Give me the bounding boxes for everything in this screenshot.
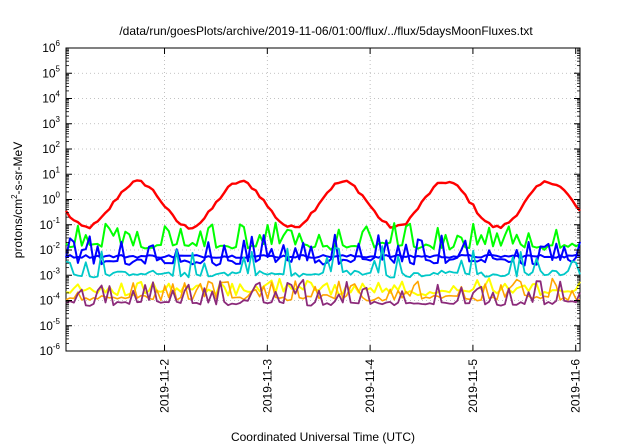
y-tick-label-exp: 0 <box>56 191 61 200</box>
series-line-purple-7 <box>65 278 581 307</box>
x-axis-ticks: 2019-11-2 2019-11-3 2019-11-4 2019-11-5 2019… <box>158 48 583 413</box>
y-axis-label: protons/cm2-s-sr-MeV <box>10 142 25 258</box>
y-tick-label: 102 <box>42 140 60 156</box>
y-axis-ticks: 10-610-510-410-310-210-11001011021031041… <box>40 39 580 358</box>
y-tick-label-exp: -6 <box>53 342 61 351</box>
y-tick-label-base: 10 <box>42 167 56 181</box>
series-line-blue-3 <box>65 253 581 259</box>
y-tick-label-exp: 1 <box>56 165 61 174</box>
y-tick-label-base: 10 <box>40 243 54 257</box>
y-tick-label-base: 10 <box>40 319 54 333</box>
y-tick-label-base: 10 <box>42 117 56 131</box>
y-tick-label-base: 10 <box>40 268 54 282</box>
y-tick-label: 105 <box>42 64 60 80</box>
chart-title: /data/run/goesPlots/archive/2019-11-06/0… <box>119 24 533 38</box>
x-axis-label: Coordinated Universal Time (UTC) <box>231 430 415 444</box>
y-tick-label: 104 <box>42 90 60 106</box>
series-layer <box>64 179 581 307</box>
y-tick-label-base: 10 <box>42 41 56 55</box>
y-tick-label-exp: -3 <box>53 266 61 275</box>
y-tick-label: 10-3 <box>40 266 61 282</box>
y-tick-label: 10-2 <box>40 241 61 257</box>
y-tick-label-base: 10 <box>42 193 56 207</box>
y-tick-label-exp: -2 <box>53 241 61 250</box>
y-tick-label: 101 <box>42 165 60 181</box>
y-tick-label-base: 10 <box>40 294 54 308</box>
y-tick-label: 106 <box>42 39 60 55</box>
y-tick-label-base: 10 <box>40 344 54 358</box>
y-axis-label-suffix: -s-sr-MeV <box>11 142 25 195</box>
y-tick-label-exp: 3 <box>56 115 61 124</box>
x-tick-label: 2019-11-6 <box>569 359 583 413</box>
y-tick-label-exp: 2 <box>56 140 61 149</box>
y-tick-label-base: 10 <box>42 142 56 156</box>
y-tick-label-base: 10 <box>42 66 56 80</box>
y-tick-label-exp: -1 <box>53 216 61 225</box>
y-tick-label-base: 10 <box>40 218 54 232</box>
y-tick-label: 100 <box>42 191 60 207</box>
series-line-red-0 <box>64 179 581 230</box>
series-line-blue-2 <box>65 233 581 267</box>
series-line-cyan-4 <box>65 245 581 279</box>
y-tick-label: 10-6 <box>40 342 61 358</box>
x-tick-label: 2019-11-2 <box>158 359 172 413</box>
x-tick-label: 2019-11-4 <box>363 359 377 413</box>
y-tick-label-exp: 4 <box>56 90 61 99</box>
y-tick-label: 10-1 <box>40 216 61 232</box>
y-tick-label: 10-5 <box>40 317 61 333</box>
y-tick-label-exp: 5 <box>56 64 61 73</box>
y-tick-label: 10-4 <box>40 292 61 308</box>
y-tick-label: 103 <box>42 115 60 131</box>
series-line-green-1 <box>65 221 581 251</box>
y-axis-label-prefix: protons/cm <box>11 199 25 258</box>
y-tick-label-base: 10 <box>42 92 56 106</box>
y-axis-label-sup: 2 <box>10 194 19 199</box>
y-tick-label-exp: 6 <box>56 39 61 48</box>
y-tick-label-exp: -5 <box>53 317 61 326</box>
x-tick-label: 2019-11-5 <box>466 359 480 413</box>
x-tick-label: 2019-11-3 <box>260 359 274 413</box>
y-tick-label-exp: -4 <box>53 292 61 301</box>
